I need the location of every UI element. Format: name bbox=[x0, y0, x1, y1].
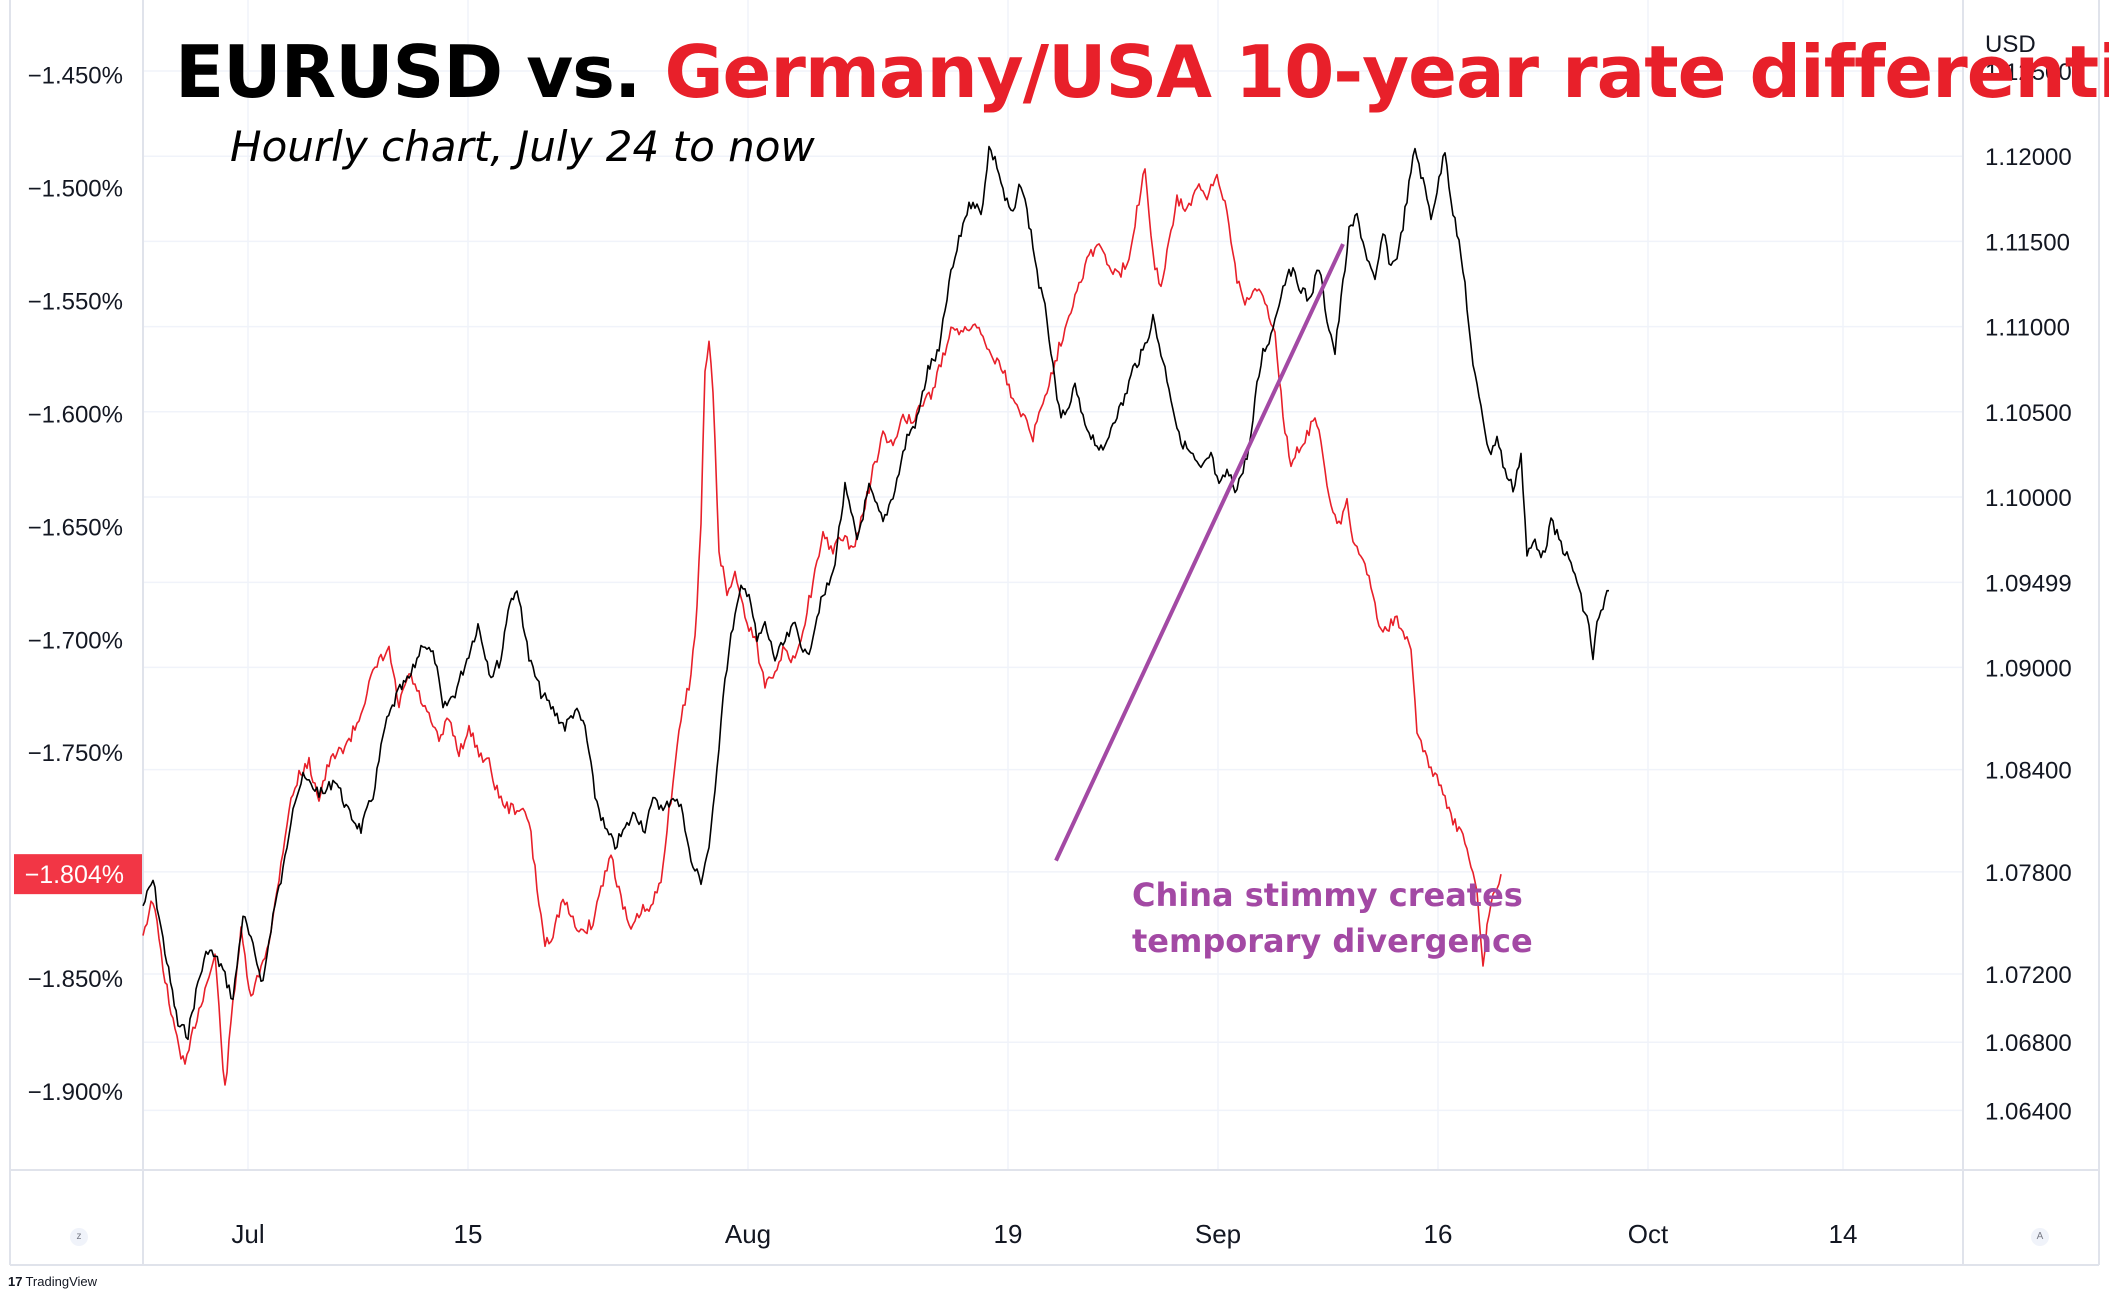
rate-differential-series-line bbox=[142, 168, 1502, 1086]
x-axis: Jul 15 Aug 19 Sep 16 Oct 14 bbox=[231, 1219, 1857, 1249]
right-axis-tick-label: 1.07200 bbox=[1985, 962, 2072, 989]
right-axis-tick-label: 1.06400 bbox=[1985, 1098, 2072, 1125]
auto-scale-button[interactable]: A bbox=[2031, 1228, 2049, 1246]
right-axis-tick-label: 1.10500 bbox=[1985, 400, 2072, 427]
chart-title: EURUSD vs. Germany/USA 10-year rate diff… bbox=[175, 30, 2109, 114]
x-axis-tick-label: 19 bbox=[994, 1219, 1023, 1249]
left-axis: −1.450% −1.500% −1.550% −1.600% −1.650% −1.70… bbox=[14, 63, 142, 1106]
left-axis-tick-label: −1.850% bbox=[28, 966, 123, 993]
left-axis-tick-label: −1.550% bbox=[28, 289, 123, 316]
right-axis-tick-label: 1.10000 bbox=[1985, 485, 2072, 512]
right-axis-tick-label: 1.09000 bbox=[1985, 655, 2072, 682]
right-axis-tick-label: 1.08400 bbox=[1985, 758, 2072, 785]
right-axis-tick-label: 1.11000 bbox=[1985, 315, 2070, 342]
annotation-arrow-group bbox=[1054, 243, 1345, 862]
right-axis-tick-label: 1.12000 bbox=[1985, 144, 2072, 171]
eurusd-series-line bbox=[142, 145, 1609, 1041]
left-axis-tick-label: −1.450% bbox=[28, 63, 123, 90]
tradingview-mark-icon: 17 bbox=[8, 1274, 23, 1289]
x-axis-tick-label: 15 bbox=[454, 1219, 483, 1249]
x-axis-tick-label: 16 bbox=[1424, 1219, 1453, 1249]
title-part-eurusd: EURUSD vs. bbox=[175, 30, 665, 114]
x-axis-tick-label: 14 bbox=[1829, 1219, 1858, 1249]
tradingview-name: TradingView bbox=[25, 1274, 98, 1289]
left-axis-tick-label: −1.750% bbox=[28, 740, 123, 767]
left-axis-tick-label: −1.500% bbox=[28, 176, 123, 203]
left-axis-tick-label: −1.650% bbox=[28, 514, 123, 541]
series-group bbox=[142, 145, 1609, 1086]
annotation-line-2: temporary divergence bbox=[1132, 922, 1533, 960]
right-axis-unit-label: USD bbox=[1985, 31, 2036, 58]
tradingview-logo[interactable]: 17 TradingView bbox=[8, 1274, 97, 1289]
grid bbox=[143, 0, 1963, 1170]
current-value-badge bbox=[14, 854, 142, 895]
right-axis: 1.12500 1.12000 1.11500 1.11000 1.10500 1.100… bbox=[1985, 31, 2072, 1125]
x-axis-tick-label: Aug bbox=[725, 1219, 771, 1249]
chart-frame bbox=[9, 0, 2100, 1266]
annotation-line-1: China stimmy creates bbox=[1132, 876, 1523, 914]
x-axis-tick-label: Oct bbox=[1628, 1219, 1669, 1249]
right-axis-tick-label: 1.09499 bbox=[1985, 570, 2072, 597]
annotation-arrow-line bbox=[1054, 243, 1345, 862]
right-axis-tick-label: 1.07800 bbox=[1985, 860, 2072, 887]
time-zone-button[interactable]: z bbox=[70, 1228, 88, 1246]
current-value-label: −1.804% bbox=[25, 861, 124, 889]
right-axis-tick-label: 1.11500 bbox=[1985, 229, 2070, 256]
chart-subtitle: Hourly chart, July 24 to now bbox=[230, 122, 815, 171]
left-axis-tick-label: −1.700% bbox=[28, 627, 123, 654]
left-axis-tick-label: −1.900% bbox=[28, 1079, 123, 1106]
x-axis-tick-label: Sep bbox=[1195, 1219, 1241, 1249]
title-part-differential: Germany/USA 10-year rate differential bbox=[664, 30, 2109, 114]
right-axis-tick-label: 1.12500 bbox=[1985, 59, 2072, 86]
right-axis-tick-label: 1.06800 bbox=[1985, 1030, 2072, 1057]
x-axis-tick-label: Jul bbox=[231, 1219, 264, 1249]
left-axis-tick-label: −1.600% bbox=[28, 401, 123, 428]
annotation-text: China stimmy creates temporary divergenc… bbox=[1132, 872, 1533, 964]
